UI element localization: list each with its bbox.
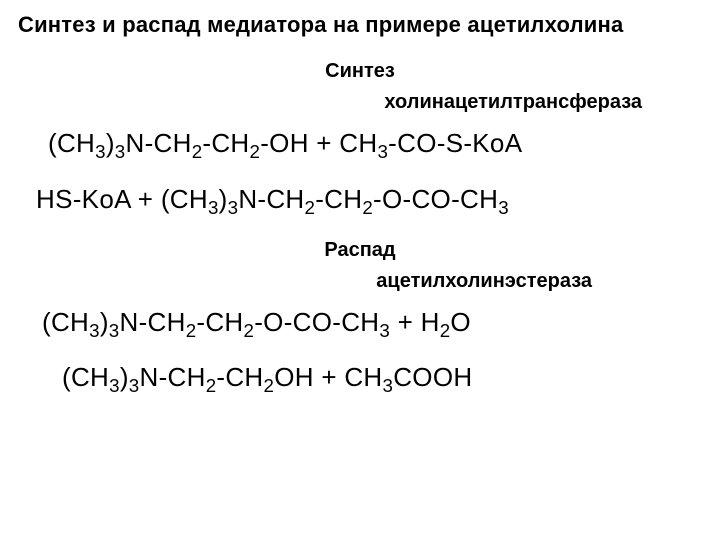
slide: Синтез и распад медиатора на примере аце… bbox=[0, 0, 720, 540]
synthesis-enzyme: холинацетилтрансфераза bbox=[18, 91, 702, 114]
breakdown-formula-2: (CH3)3N-CH2-CH2OH + CH3COOH bbox=[18, 362, 702, 397]
synthesis-label: Синтез bbox=[18, 60, 702, 83]
breakdown-enzyme: ацетилхолинэстераза bbox=[18, 270, 702, 293]
synthesis-formula-1: (CH3)3N-CH2-CH2-OH + CH3-CO-S-KoA bbox=[18, 128, 702, 163]
slide-title: Синтез и распад медиатора на примере аце… bbox=[18, 12, 702, 38]
breakdown-label: Распад bbox=[18, 239, 702, 262]
breakdown-formula-1: (CH3)3N-CH2-CH2-O-CO-CH3 + H2O bbox=[18, 307, 702, 342]
synthesis-formula-2: HS-KoA + (CH3)3N-CH2-CH2-O-CO-CH3 bbox=[18, 184, 702, 219]
